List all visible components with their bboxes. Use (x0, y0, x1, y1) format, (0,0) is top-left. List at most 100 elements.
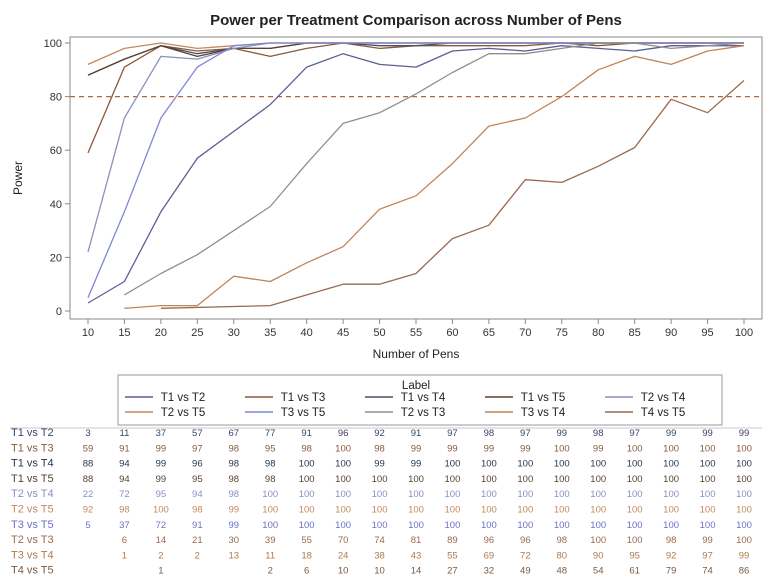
table-cell: 96 (338, 428, 349, 439)
table-cell: 99 (411, 459, 422, 470)
table-cell: 100 (590, 520, 606, 531)
table-cell: 2 (195, 550, 200, 561)
table-cell: 37 (156, 428, 167, 439)
table-cell: 43 (411, 550, 422, 561)
table-cell: 27 (447, 566, 458, 577)
table-cell: 14 (156, 535, 167, 546)
table-cell: 100 (408, 474, 424, 485)
data-table: T1 vs T2 3 11 37 57 67 77 91 96 92 91 97 98 97 99 98 97 9… (10, 427, 762, 577)
table-cell: 99 (411, 443, 422, 454)
table-row-label-t2-vs-t4: T2 vs T4 (11, 488, 54, 500)
table-cell: 99 (666, 428, 677, 439)
legend-label-t1-vs-t5: T1 vs T5 (521, 392, 566, 404)
table-cell: 97 (629, 428, 640, 439)
table-cell: 100 (262, 520, 278, 531)
table-cell: 100 (627, 459, 643, 470)
table-cell: 98 (666, 535, 677, 546)
table-cell: 98 (192, 505, 203, 516)
table-row-label-t1-vs-t3: T1 vs T3 (11, 442, 54, 454)
table-cell: 100 (663, 443, 679, 454)
table-cell: 55 (447, 550, 458, 561)
table-cell: 90 (593, 550, 604, 561)
legend-label-t4-vs-t5: T4 vs T5 (641, 407, 686, 419)
y-axis: 0 20 40 60 80 100 (44, 38, 70, 318)
table-cell: 100 (335, 520, 351, 531)
table-cell: 100 (372, 520, 388, 531)
table-cell: 100 (736, 505, 752, 516)
table-cell: 6 (304, 566, 309, 577)
table-cell: 54 (593, 566, 604, 577)
table-cell: 100 (590, 459, 606, 470)
table-cell: 99 (156, 459, 167, 470)
table-cell: 100 (736, 474, 752, 485)
table-cell: 100 (590, 505, 606, 516)
table-cell: 77 (265, 428, 276, 439)
table-cell: 95 (265, 443, 276, 454)
y-tick-label: 20 (50, 252, 62, 264)
legend-title: Label (402, 380, 430, 392)
x-tick-label: 45 (337, 327, 349, 339)
table-cell: 94 (119, 459, 130, 470)
table-cell: 5 (85, 520, 90, 531)
table-cell: 100 (335, 443, 351, 454)
table-cell: 99 (702, 535, 713, 546)
table-cell: 100 (299, 474, 315, 485)
table-cell: 91 (119, 443, 130, 454)
table-cell: 100 (517, 520, 533, 531)
series-line-t4-vs-t5 (160, 80, 745, 309)
x-tick-label: 50 (373, 327, 385, 339)
table-cell: 94 (192, 489, 203, 500)
x-tick-label: 75 (556, 327, 568, 339)
x-tick-label: 85 (629, 327, 641, 339)
table-cell: 72 (520, 550, 531, 561)
table-cell: 100 (590, 489, 606, 500)
legend-label-t3-vs-t4: T3 vs T4 (521, 407, 566, 419)
table-cell: 96 (484, 535, 495, 546)
table-cell: 94 (119, 474, 130, 485)
table-row-label-t3-vs-t5: T3 vs T5 (11, 519, 54, 531)
y-tick-label: 40 (50, 199, 62, 211)
table-cell: 95 (629, 550, 640, 561)
table-cell: 1 (158, 566, 163, 577)
x-tick-label: 95 (701, 327, 713, 339)
table-rows: T1 vs T2 3 11 37 57 67 77 91 96 92 91 97 98 97 99 98 97 9… (11, 427, 752, 577)
x-axis: 10 15 20 25 30 35 40 45 50 55 60 65 70 75 80 85 90 95 100 (82, 319, 753, 339)
table-cell: 92 (666, 550, 677, 561)
table-cell: 100 (736, 443, 752, 454)
table-cell: 99 (702, 428, 713, 439)
table-cell: 98 (556, 535, 567, 546)
table-cell: 96 (192, 459, 203, 470)
table-cell: 100 (700, 474, 716, 485)
table-cell: 70 (338, 535, 349, 546)
table-cell: 98 (484, 428, 495, 439)
series-lines (87, 42, 745, 309)
table-cell: 100 (299, 505, 315, 516)
table-cell: 100 (554, 474, 570, 485)
table-cell: 92 (83, 505, 94, 516)
table-cell: 91 (301, 428, 312, 439)
table-cell: 100 (736, 520, 752, 531)
table-cell: 81 (411, 535, 422, 546)
table-cell: 100 (590, 474, 606, 485)
table-cell: 100 (663, 489, 679, 500)
table-cell: 21 (192, 535, 203, 546)
table-cell: 100 (372, 505, 388, 516)
table-cell: 59 (83, 443, 94, 454)
table-cell: 99 (556, 428, 567, 439)
table-cell: 91 (192, 520, 203, 531)
table-row-label-t3-vs-t4: T3 vs T4 (11, 549, 54, 561)
table-cell: 100 (517, 505, 533, 516)
x-tick-label: 60 (446, 327, 458, 339)
table-cell: 98 (301, 443, 312, 454)
legend-label-t1-vs-t4: T1 vs T4 (401, 392, 446, 404)
legend-label-t3-vs-t5: T3 vs T5 (281, 407, 326, 419)
table-cell: 100 (481, 505, 497, 516)
y-tick-label: 100 (44, 38, 62, 50)
table-cell: 100 (517, 459, 533, 470)
x-tick-label: 90 (665, 327, 677, 339)
series-line-t3-vs-t5 (87, 42, 744, 298)
chart-title: Power per Treatment Comparison across Nu… (210, 12, 622, 29)
table-cell: 13 (228, 550, 239, 561)
y-tick-label: 80 (50, 92, 62, 104)
table-row-label-t2-vs-t5: T2 vs T5 (11, 504, 54, 516)
